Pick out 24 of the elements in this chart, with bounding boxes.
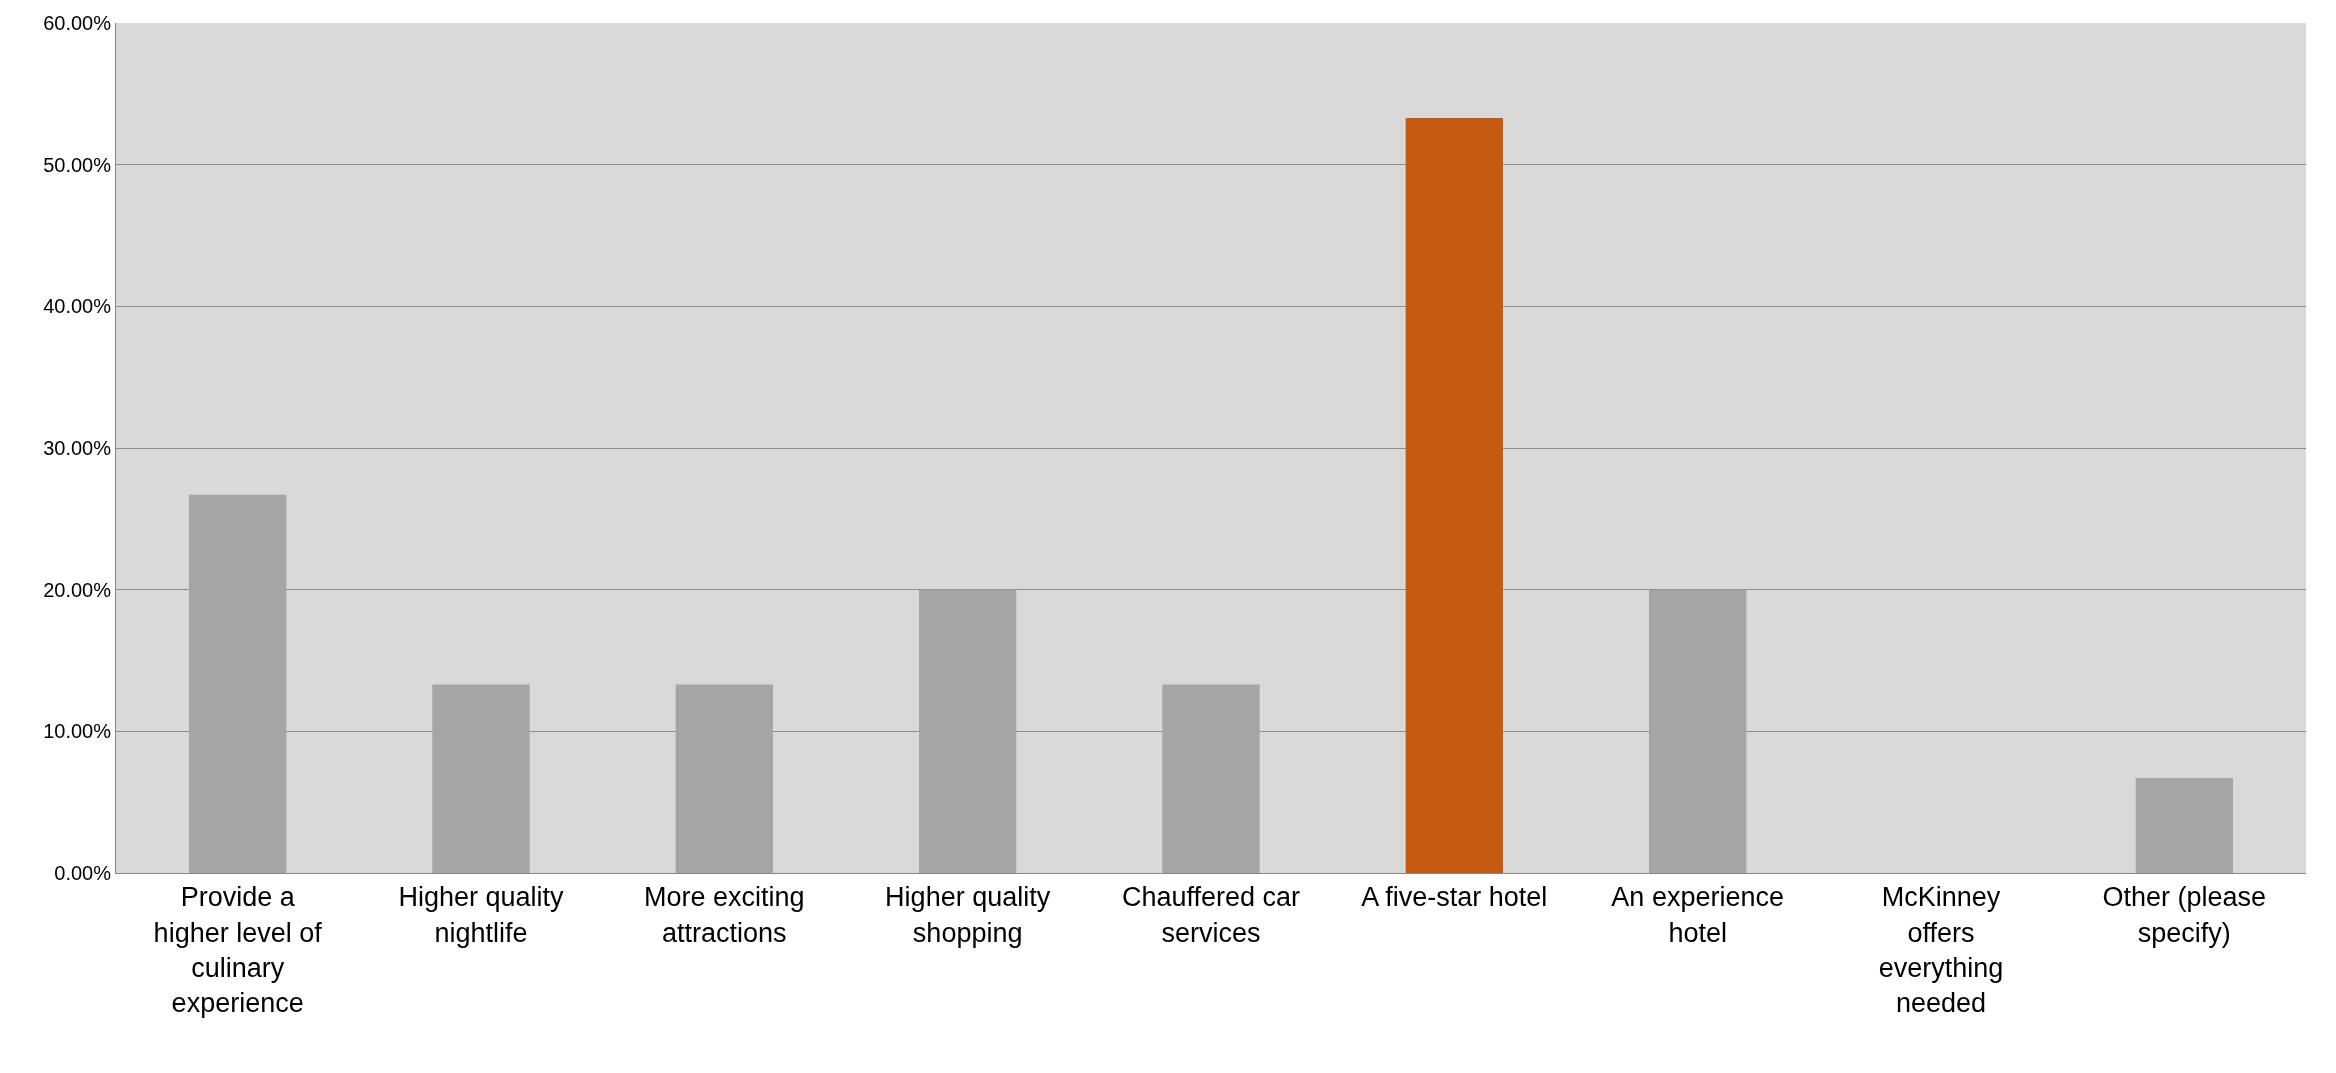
y-tick-label: 20.00% [43, 578, 112, 601]
y-tick-label: 10.00% [43, 720, 112, 743]
bar [675, 684, 773, 873]
x-tick-label: A five-star hotel [1361, 882, 1548, 913]
x-tick-label: Chauffered car services [1121, 882, 1301, 948]
y-tick-label: 30.00% [43, 437, 112, 459]
y-tick-label: 40.00% [43, 295, 112, 318]
x-tick-label: Provide a higher level of culinary experience [153, 882, 323, 1018]
bar [2135, 778, 2233, 873]
bar [432, 684, 530, 873]
x-tick-label: An experience hotel [1611, 882, 1784, 948]
bar [1162, 684, 1260, 873]
x-tick-label: Other (please specify) [2102, 882, 2267, 948]
x-tick-label: More exciting attractions [644, 882, 805, 948]
bar [1649, 589, 1747, 873]
x-tick-label: Higher quality shopping [885, 882, 1051, 948]
x-tick-label: Higher quality nightlife [398, 882, 565, 948]
x-tick-label: McKinney offers everything needed [1878, 882, 2004, 1018]
y-tick-label: 60.00% [43, 12, 112, 34]
y-tick-label: 50.00% [43, 153, 112, 176]
bar [1405, 117, 1503, 873]
bar [189, 494, 287, 873]
y-tick-label: 0.00% [54, 862, 112, 884]
bar [919, 589, 1017, 873]
